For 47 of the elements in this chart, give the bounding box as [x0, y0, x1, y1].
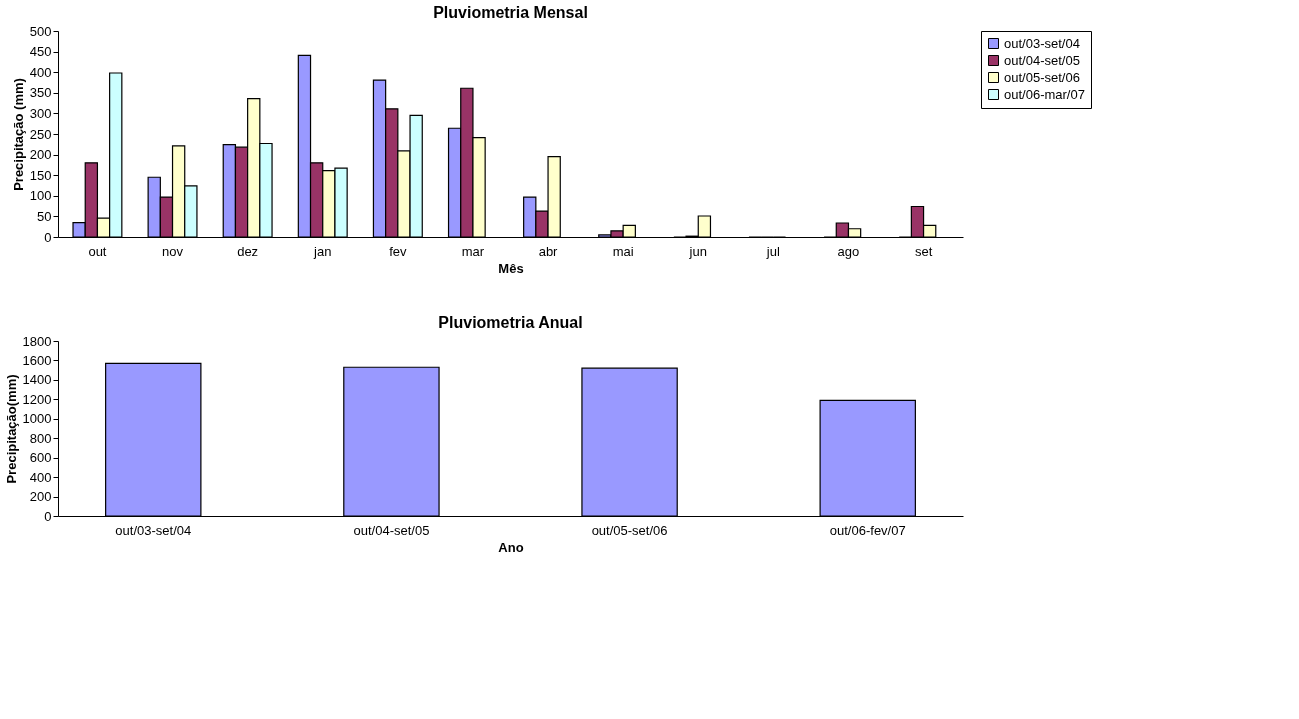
legend-label: out/04-set/05 — [1004, 52, 1080, 68]
x-axis-title: Mês — [498, 260, 524, 276]
x-tick-label: out/06-fev/07 — [829, 522, 906, 538]
x-tick-label: abr — [538, 243, 559, 259]
x-tick-label: jun — [688, 243, 707, 259]
x-tick-label: jul — [765, 243, 780, 259]
y-tick-label: 250 — [29, 126, 52, 142]
x-tick-label: fev — [389, 243, 408, 259]
y-tick-label: 400 — [29, 469, 52, 485]
y-tick-label: 300 — [29, 105, 52, 121]
y-tick-label: 800 — [29, 430, 52, 446]
chart-title: Pluviometria Anual — [438, 314, 583, 331]
y-tick-label: 150 — [29, 167, 52, 183]
x-tick-label: mai — [612, 243, 634, 259]
y-tick-label: 500 — [29, 23, 52, 39]
x-tick-label: ago — [837, 243, 860, 259]
y-tick-label: 200 — [29, 147, 52, 163]
y-tick-label: 450 — [29, 44, 52, 60]
x-tick-label: set — [914, 243, 933, 259]
y-tick-label: 400 — [29, 64, 52, 80]
x-tick-label: jan — [313, 243, 332, 259]
y-tick-label: 1200 — [22, 391, 52, 407]
y-axis-title: Precipitação (mm) — [10, 78, 26, 191]
y-tick-label: 1000 — [22, 411, 52, 427]
x-tick-label: out/03-set/04 — [115, 522, 192, 538]
y-tick-label: 350 — [29, 85, 52, 101]
y-tick-label: 1800 — [22, 333, 52, 349]
y-tick-label: 0 — [44, 508, 52, 524]
y-tick-label: 1600 — [22, 352, 52, 368]
y-tick-label: 50 — [37, 208, 52, 224]
y-tick-label: 0 — [44, 229, 52, 245]
y-tick-label: 600 — [29, 450, 52, 466]
x-tick-label: out/05-set/06 — [591, 522, 668, 538]
x-tick-label: mar — [461, 243, 485, 259]
y-tick-label: 100 — [29, 188, 52, 204]
x-tick-label: dez — [237, 243, 259, 259]
x-tick-label: nov — [162, 243, 184, 259]
legend-label: out/05-set/06 — [1004, 69, 1080, 85]
y-axis-title: Precipitação(mm) — [3, 374, 19, 484]
x-tick-label: out — [88, 243, 107, 259]
y-tick-label: 200 — [29, 489, 52, 505]
legend-label: out/06-mar/07 — [1004, 86, 1085, 102]
chart-title: Pluviometria Mensal — [433, 4, 588, 21]
y-tick-label: 1400 — [22, 372, 52, 388]
x-axis-title: Ano — [498, 539, 524, 555]
x-tick-label: out/04-set/05 — [353, 522, 430, 538]
legend-label: out/03-set/04 — [1004, 35, 1080, 51]
